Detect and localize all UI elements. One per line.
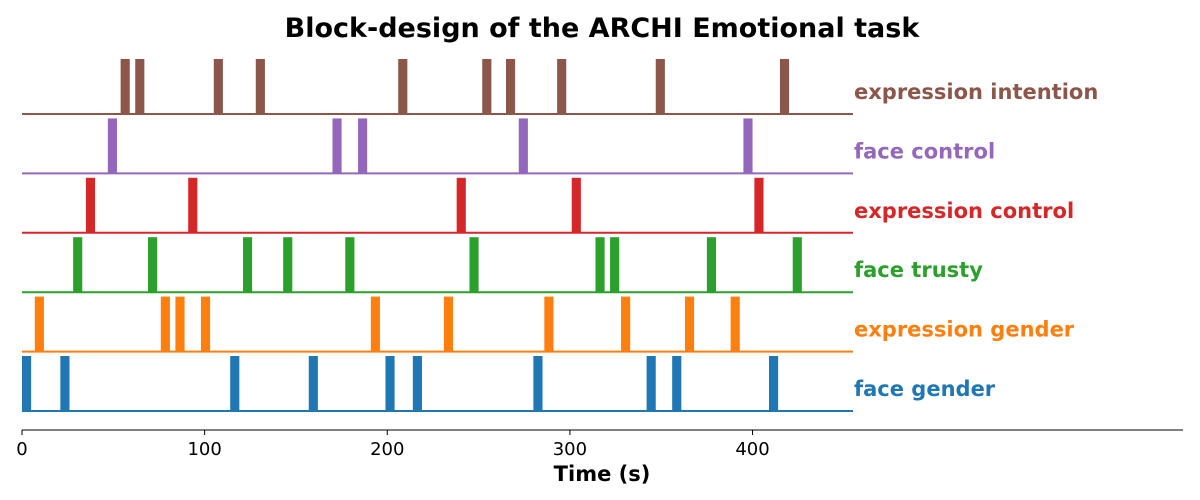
block-pulse <box>370 296 380 352</box>
block-pulse <box>358 118 368 174</box>
block-pulse <box>345 237 355 293</box>
condition-label: expression gender <box>854 318 1075 342</box>
condition-label: expression intention <box>854 80 1098 104</box>
x-tick-label: 100 <box>187 439 221 460</box>
block-pulse <box>332 118 342 174</box>
block-pulse <box>213 59 223 114</box>
block-pulse <box>505 59 516 114</box>
block-pulse <box>557 59 567 114</box>
block-pulse <box>175 296 185 352</box>
block-pulse <box>22 356 32 411</box>
condition-label: face gender <box>854 377 996 401</box>
block-pulse <box>60 356 70 411</box>
block-pulse <box>768 356 779 411</box>
block-pulse <box>200 296 211 352</box>
block-pulse <box>646 356 656 411</box>
block-pulse <box>754 177 764 233</box>
row-face-gender: face gender <box>22 356 996 412</box>
block-pulse <box>385 356 395 411</box>
x-tick-label: 300 <box>553 439 587 460</box>
block-pulse <box>743 118 753 174</box>
block-pulse <box>655 59 665 114</box>
block-pulse <box>412 356 422 411</box>
x-tick-label: 200 <box>370 439 404 460</box>
x-axis: 0 100 200 300 400 <box>16 429 1183 460</box>
x-axis-label: Time (s) <box>554 462 651 486</box>
block-pulse <box>730 296 740 352</box>
block-pulse <box>610 237 620 293</box>
block-pulse <box>518 118 528 174</box>
block-pulse <box>684 296 695 352</box>
block-pulse <box>107 118 117 174</box>
block-pulse <box>443 296 454 352</box>
block-pulse <box>595 237 605 293</box>
block-pulse <box>544 296 554 352</box>
block-pulse <box>308 356 318 411</box>
row-face-control: face control <box>22 118 995 175</box>
chart-title: Block-design of the ARCHI Emotional task <box>285 13 921 44</box>
block-pulse <box>160 296 170 352</box>
block-pulse <box>283 237 293 293</box>
block-pulse <box>85 177 96 233</box>
condition-label: face trusty <box>854 258 983 282</box>
row-expression-control: expression control <box>22 177 1074 234</box>
block-pulse <box>120 59 130 114</box>
condition-label: expression control <box>854 199 1074 223</box>
x-tick-label: 0 <box>16 439 27 460</box>
row-expression-intention: expression intention <box>22 59 1098 115</box>
block-pulse <box>456 177 466 233</box>
block-pulse <box>230 356 240 411</box>
row-expression-gender: expression gender <box>22 296 1075 353</box>
block-pulse <box>621 296 631 352</box>
block-pulse <box>255 59 265 114</box>
block-pulse <box>398 59 408 114</box>
condition-rows: face gender expression gender face trusty e… <box>22 59 1098 412</box>
block-pulse <box>672 356 682 411</box>
block-pulse <box>242 237 253 293</box>
block-pulse <box>148 237 158 293</box>
block-pulse <box>73 237 83 293</box>
block-pulse <box>533 356 543 411</box>
block-pulse <box>482 59 492 114</box>
x-tick-label: 400 <box>735 439 769 460</box>
block-pulse <box>34 296 44 352</box>
condition-label: face control <box>854 139 995 163</box>
block-pulse <box>188 177 198 233</box>
row-face-trusty: face trusty <box>22 237 983 294</box>
block-pulse <box>792 237 802 293</box>
block-pulse <box>469 237 479 293</box>
block-pulse <box>571 177 581 233</box>
block-pulse <box>706 237 717 293</box>
block-pulse <box>135 59 145 114</box>
block-pulse <box>779 59 790 114</box>
